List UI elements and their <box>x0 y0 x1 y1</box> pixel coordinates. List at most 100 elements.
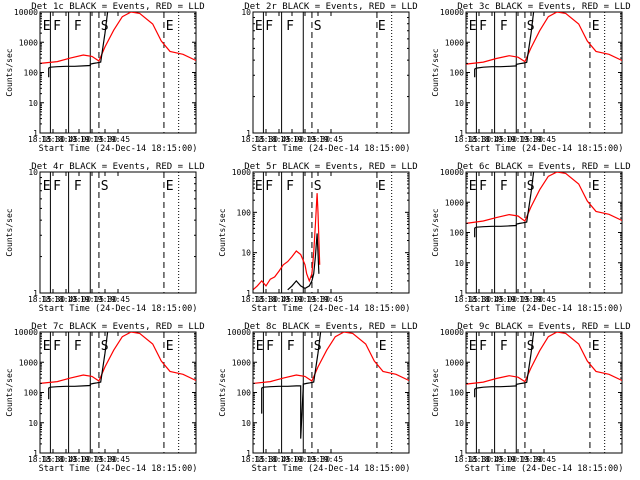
y-axis-label: Counts/sec <box>431 208 440 256</box>
panel-title: Det 1c BLACK = Events, RED = LLD <box>31 2 204 12</box>
panel-title: Det 5r BLACK = Events, RED = LLD <box>244 162 417 172</box>
panel-title: Det 3c BLACK = Events, RED = LLD <box>457 2 630 12</box>
event-marker-label: E <box>469 339 477 354</box>
event-marker-label: F <box>500 179 508 194</box>
y-tick-label: 10 <box>28 99 38 108</box>
x-tick-label: 19:45 <box>532 295 556 304</box>
event-marker-label: E <box>166 179 174 194</box>
x-axis-label: Start Time (24-Dec-14 18:15:00) <box>252 144 411 154</box>
y-tick-label: 100 <box>450 69 465 78</box>
event-marker-label: S <box>314 179 322 194</box>
x-axis-label: Start Time (24-Dec-14 18:15:00) <box>465 304 624 314</box>
event-marker-label: F <box>74 339 82 354</box>
y-tick-label: 10000 <box>440 328 464 337</box>
x-tick-label: 19:45 <box>106 135 130 144</box>
event-marker-label: S <box>101 179 109 194</box>
event-marker-label: F <box>479 19 487 34</box>
y-tick-label: 10 <box>28 168 38 177</box>
plot-area: EFFSE <box>40 332 196 453</box>
event-marker-label: F <box>53 339 61 354</box>
x-tick-label: 19:45 <box>532 135 556 144</box>
y-tick-label: 10 <box>454 419 464 428</box>
event-marker-label: F <box>53 179 61 194</box>
event-marker-label: F <box>286 19 294 34</box>
y-tick-label: 1000 <box>232 358 251 367</box>
detector-panel-4: Det 4r BLACK = Events, RED = LLDE F F S E110… <box>5 162 205 314</box>
y-axis-label: Counts/sec <box>5 368 14 416</box>
x-axis-label: Start Time (24-Dec-14 18:15:00) <box>252 464 411 474</box>
x-tick-label: 19:45 <box>532 455 556 464</box>
event-marker-label: E <box>379 339 387 354</box>
detector-panel-8: Det 8c BLACK = Events, RED = LLDE F F S E110… <box>218 322 418 474</box>
y-tick-label: 10000 <box>14 328 38 337</box>
event-marker-label: S <box>527 179 535 194</box>
y-tick-label: 10 <box>28 419 38 428</box>
event-marker-label: F <box>286 179 294 194</box>
x-tick-label: 19:45 <box>319 135 343 144</box>
y-tick-label: 10 <box>454 259 464 268</box>
plot-area: EFFSE <box>466 12 622 133</box>
y-tick-label: 100 <box>450 389 465 398</box>
event-marker-label: E <box>166 339 174 354</box>
event-marker-label: F <box>479 179 487 194</box>
event-marker-label: F <box>74 179 82 194</box>
panel-title: Det 6c BLACK = Events, RED = LLD <box>457 162 630 172</box>
x-axis-label: Start Time (24-Dec-14 18:15:00) <box>465 464 624 474</box>
event-marker-label: E <box>43 19 51 34</box>
y-tick-label: 1000 <box>232 168 251 177</box>
event-marker-label: S <box>101 19 109 34</box>
event-marker-label: F <box>500 339 508 354</box>
panel-title: Det 4r BLACK = Events, RED = LLD <box>31 162 204 172</box>
y-tick-label: 100 <box>237 389 252 398</box>
event-marker-label: E <box>592 339 600 354</box>
event-marker-label: F <box>265 179 273 194</box>
event-marker-label: F <box>74 19 82 34</box>
detector-panel-2: Det 2r BLACK = Events, RED = LLDE F F S E110… <box>241 2 418 154</box>
y-tick-label: 1000 <box>445 358 464 367</box>
plot-area: EFFSE <box>466 172 622 293</box>
event-marker-label: E <box>592 179 600 194</box>
event-marker-label: E <box>469 19 477 34</box>
event-marker-label: E <box>378 19 386 34</box>
y-tick-label: 100 <box>24 69 39 78</box>
y-tick-label: 10000 <box>440 8 464 17</box>
panel-title: Det 7c BLACK = Events, RED = LLD <box>31 322 204 332</box>
x-tick-label: 19:45 <box>106 455 130 464</box>
event-marker-label: F <box>500 19 508 34</box>
detector-panel-1: Det 1c BLACK = Events, RED = LLDE F F S E110… <box>5 2 205 154</box>
y-axis-label: Counts/sec <box>5 48 14 96</box>
x-axis-label: Start Time (24-Dec-14 18:15:00) <box>39 304 198 314</box>
event-marker-label: E <box>255 19 263 34</box>
y-tick-label: 10000 <box>440 168 464 177</box>
panel-title: Det 2r BLACK = Events, RED = LLD <box>244 2 417 12</box>
event-marker-label: F <box>53 19 61 34</box>
x-axis-label: Start Time (24-Dec-14 18:15:00) <box>252 304 411 314</box>
plot-area: EFFSE <box>466 332 622 453</box>
x-axis-label: Start Time (24-Dec-14 18:15:00) <box>39 464 198 474</box>
y-tick-label: 1000 <box>19 358 38 367</box>
y-tick-label: 1000 <box>445 38 464 47</box>
y-axis-label: Counts/sec <box>218 208 227 256</box>
event-marker-label: S <box>101 339 109 354</box>
x-axis-label: Start Time (24-Dec-14 18:15:00) <box>465 144 624 154</box>
y-tick-label: 10 <box>241 419 251 428</box>
event-marker-label: E <box>592 19 600 34</box>
event-marker-label: E <box>378 179 386 194</box>
y-axis-label: Counts/sec <box>431 48 440 96</box>
event-marker-label: F <box>265 19 273 34</box>
y-tick-label: 10 <box>454 99 464 108</box>
y-tick-label: 1000 <box>445 198 464 207</box>
event-marker-label: S <box>314 19 322 34</box>
panel-title: Det 9c BLACK = Events, RED = LLD <box>457 322 630 332</box>
y-tick-label: 10000 <box>14 8 38 17</box>
detector-panel-7: Det 7c BLACK = Events, RED = LLDE F F S E110… <box>5 322 205 474</box>
event-marker-label: S <box>314 339 322 354</box>
event-marker-label: F <box>266 339 274 354</box>
y-tick-label: 100 <box>24 389 39 398</box>
detector-panel-5: Det 5r BLACK = Events, RED = LLDE F F S E110… <box>218 162 418 314</box>
